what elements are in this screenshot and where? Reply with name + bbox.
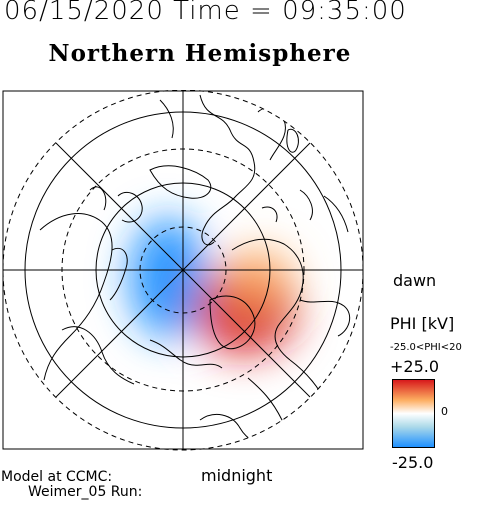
colorbar [392, 379, 435, 448]
colorbar-zero-label: 0 [441, 405, 448, 418]
datetime-header: 06/15/2020 Time = 09:35:00 [4, 0, 407, 26]
potential-field [130, 218, 297, 354]
run-label: Weimer_05 Run: [28, 484, 143, 500]
colorbar-max-label: +25.0 [390, 357, 440, 376]
polar-potential-plot [2, 90, 364, 451]
dawn-label: dawn [393, 271, 437, 290]
colorbar-min-label: -25.0 [392, 453, 434, 472]
midnight-label: midnight [201, 466, 273, 485]
colorbar-title: PHI [kV] [390, 314, 455, 333]
colorbar-range: -25.0<PHI<20 [390, 342, 462, 353]
negative-cell [130, 218, 206, 338]
plot-title: Northern Hemisphere [48, 40, 352, 67]
grid-lines [2, 90, 364, 451]
coastlines [39, 94, 351, 450]
model-label: Model at CCMC: [1, 469, 113, 485]
positive-cell-extension [222, 248, 294, 308]
